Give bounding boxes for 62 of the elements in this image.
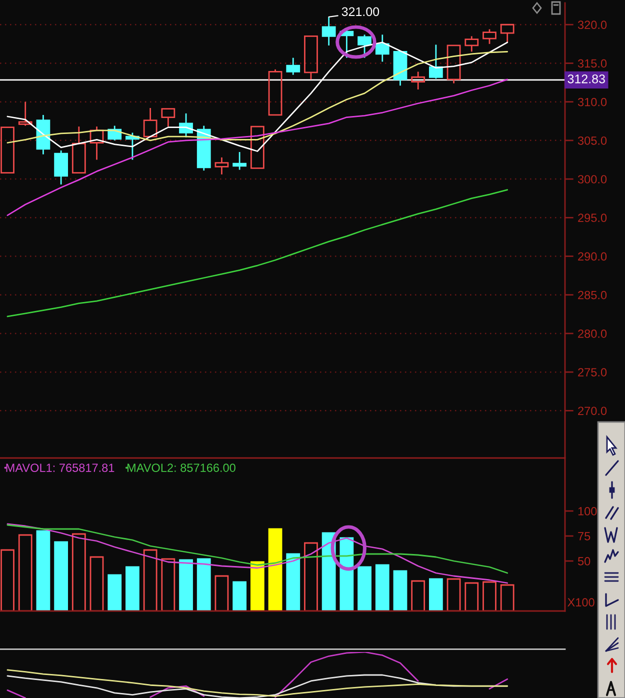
y-tick-label: 300.0 [578, 175, 607, 184]
bar [196, 558, 211, 611]
bar [358, 566, 372, 611]
line-series [6, 524, 508, 574]
candlestick [161, 108, 176, 128]
bar [126, 566, 140, 611]
bar [446, 578, 461, 611]
bar [0, 549, 14, 611]
bar [268, 528, 282, 611]
bar [304, 542, 318, 611]
candlestick [72, 126, 86, 174]
line-series [6, 523, 508, 584]
candlestick [143, 107, 158, 138]
bar [411, 580, 426, 611]
bar [393, 570, 408, 611]
y-tick-label: 75 [578, 532, 590, 540]
y-tick-label: 270.0 [578, 406, 607, 416]
ref-line-label: 312.83 [568, 74, 605, 84]
candlestick [411, 71, 426, 90]
bar [428, 578, 443, 611]
bar [72, 533, 86, 611]
y-tick-label: 315.0 [578, 59, 607, 68]
bar [340, 537, 354, 611]
candlestick [375, 34, 390, 62]
y-tick-label: 285.0 [578, 290, 607, 300]
bar [464, 582, 479, 611]
y-tick-label: 290.0 [578, 252, 607, 261]
y-tick-label: 280.0 [578, 329, 607, 338]
legend-label: MAVOL1: 765817.81 [6, 464, 114, 472]
y-tick-label: 100 [578, 507, 597, 516]
bar [18, 534, 32, 611]
candlestick [446, 44, 461, 84]
y-axis-title: X100 [568, 598, 594, 607]
y-tick-label: 310.0 [578, 98, 607, 106]
candlestick [232, 151, 247, 170]
line-series [6, 50, 508, 144]
line-series [6, 189, 508, 318]
candlestick [250, 126, 264, 169]
bar [179, 559, 193, 611]
candlestick [0, 126, 14, 174]
candlestick [500, 24, 514, 44]
bar [214, 575, 229, 611]
legend-label: MAVOL2: 857166.00 [127, 464, 236, 472]
y-tick-label: 295.0 [578, 214, 607, 222]
bar [482, 581, 496, 611]
bar [90, 556, 104, 611]
candlestick [214, 156, 229, 176]
bar [108, 574, 122, 611]
bar [36, 530, 50, 611]
bar [143, 549, 158, 611]
bar [232, 581, 247, 611]
y-tick-label: 320.0 [578, 20, 607, 30]
annotation: 321.00 [342, 7, 380, 16]
bar [250, 561, 264, 611]
bar [286, 553, 300, 611]
y-tick-label: 50 [578, 557, 590, 566]
bar [54, 541, 68, 611]
line-series [6, 78, 508, 216]
y-tick-label: 305.0 [578, 136, 607, 145]
bar [161, 558, 176, 611]
bar [375, 564, 390, 611]
y-tick-label: 275.0 [578, 368, 607, 376]
